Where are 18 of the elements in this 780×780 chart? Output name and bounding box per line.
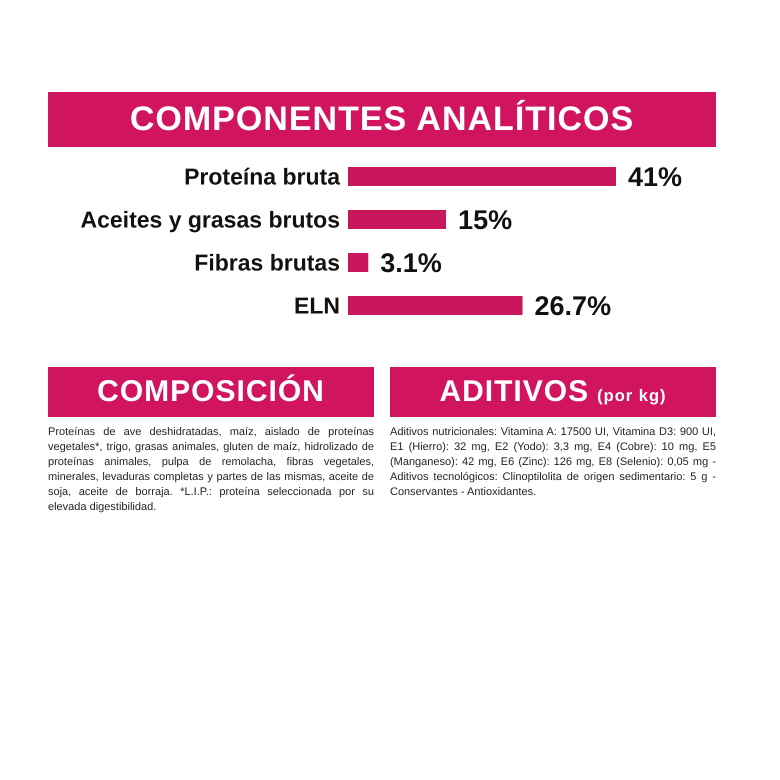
text: (por kg) xyxy=(597,387,667,405)
text: Proteínas de ave deshidratadas, maíz, aislado de proteínas vegetales*, trigo, grasas animales, gluten de maíz, hidrolizado de proteínas animales, pulpa de remolacha, fibras vegetales, minerales, levaduras completas y partes de las mismas, aceite de soja, aceite de borraja. *L.I.P.: proteína seleccionada por su elevada digestibilidad. xyxy=(48,425,374,515)
bar xyxy=(348,296,523,316)
text: ADITIVOS xyxy=(439,375,590,408)
bar xyxy=(348,253,368,272)
data-label: 3.1% xyxy=(380,248,442,278)
text: Aditivos nutricionales: Vitamina A: 17500 UI, Vitamina D3: 900 UI, E1 (Hierro): 32 mg, E2 (Yodo): 3,3 mg, E4 (Cobre): 10 mg, E5 (Manganeso): 42 mg, E6 (Zinc): 126 mg, E8 (Selenio): 0,05 mg - Aditivos tecnológicos: Clinoptilolita de origen sedimentario: 5 g - Conservantes - Antioxidantes. xyxy=(390,425,716,500)
data-label: 15% xyxy=(458,205,512,236)
y-tick-label: ELN xyxy=(294,292,340,319)
chart-title: COMPONENTES ANALÍTICOS xyxy=(48,92,716,147)
bar xyxy=(348,167,616,186)
y-tick-label: Fibras brutas xyxy=(194,250,340,276)
y-tick-label: Proteína bruta xyxy=(184,164,340,190)
bar xyxy=(348,210,446,230)
text: COMPOSICIÓN xyxy=(48,367,374,417)
data-label: 26.7% xyxy=(534,291,612,322)
y-tick-label: Aceites y grasas brutos xyxy=(80,206,340,233)
data-label: 41% xyxy=(628,162,682,192)
